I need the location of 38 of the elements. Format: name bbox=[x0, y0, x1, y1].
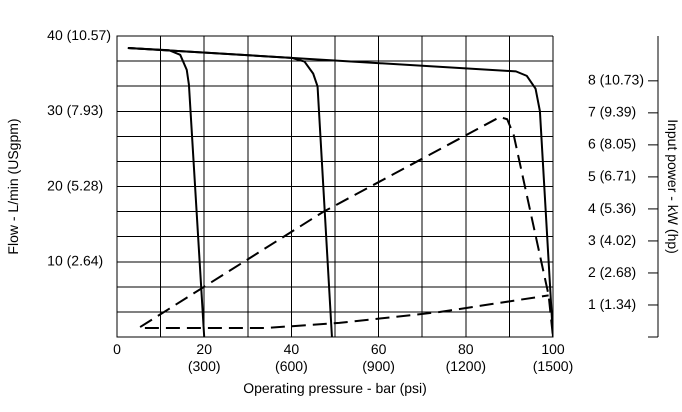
y2-tick-label: 8 bbox=[588, 72, 596, 88]
x-tick-label: 80 bbox=[458, 340, 474, 357]
y3-tick-label: (10.73) bbox=[600, 72, 644, 88]
x-tick-label: 0 bbox=[113, 340, 122, 357]
text: (5.28) bbox=[66, 177, 104, 194]
x2-tick-label: (600) bbox=[275, 358, 308, 374]
y2-tick-label: 1 bbox=[588, 296, 596, 312]
y3-tick-label: (1.34) bbox=[600, 296, 636, 312]
y3-tick-label: (2.68) bbox=[600, 264, 636, 280]
text: (2.64) bbox=[66, 252, 104, 269]
y-tick-label: 10 bbox=[47, 252, 63, 269]
x-axis-title: Operating pressure - bar (psi) bbox=[243, 380, 427, 396]
y2-tick-label: 3 bbox=[588, 232, 596, 248]
x2-tick-label: (1200) bbox=[446, 358, 486, 374]
y3-tick-label: (9.39) bbox=[600, 104, 636, 120]
y-tick-label: 20 bbox=[47, 177, 63, 194]
x2-tick-label: (900) bbox=[362, 358, 395, 374]
x2-tick-label: (300) bbox=[188, 358, 221, 374]
x-tick-label: 100 bbox=[541, 340, 565, 357]
y3-tick-label: (5.36) bbox=[600, 200, 636, 216]
text: (7.93) bbox=[66, 102, 104, 118]
y2-tick-label: 6 bbox=[588, 136, 596, 152]
y3-tick-label: (8.05) bbox=[600, 136, 636, 152]
y-axis-title: Flow - L/min (USgpm) bbox=[4, 118, 21, 255]
y2-tick-label: 2 bbox=[588, 264, 596, 280]
y3-tick-label: (4.02) bbox=[600, 232, 636, 248]
y-tick-label: 40 bbox=[47, 26, 63, 43]
text: (10.57) bbox=[66, 26, 111, 43]
y3-tick-label: (6.71) bbox=[600, 168, 636, 184]
y2-axis-title: Input power - kW (hp) bbox=[665, 119, 682, 254]
y2-tick-label: 7 bbox=[588, 104, 596, 120]
x2-tick-label: (1500) bbox=[532, 358, 574, 374]
y-tick-label: 30 bbox=[47, 102, 63, 118]
y2-tick-label: 5 bbox=[588, 168, 596, 184]
x-tick-label: 60 bbox=[370, 340, 387, 357]
x-tick-label: 20 bbox=[196, 340, 212, 357]
x-tick-label: 40 bbox=[284, 340, 300, 357]
y2-tick-label: 4 bbox=[588, 200, 596, 216]
